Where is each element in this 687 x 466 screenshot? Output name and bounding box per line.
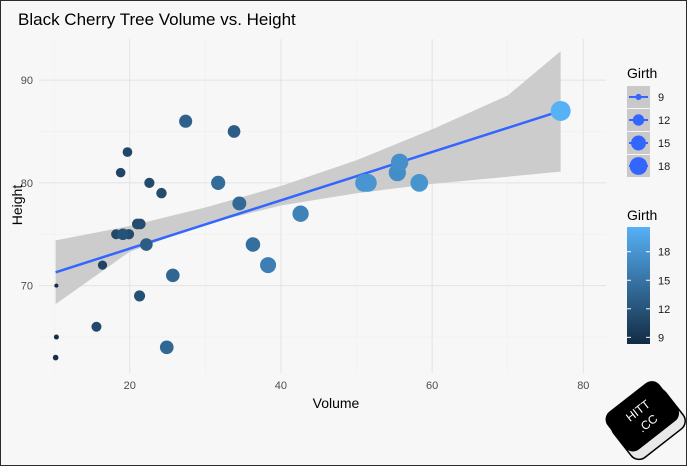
- legend-size-label: 12: [658, 115, 670, 127]
- x-tick-label: 60: [426, 380, 438, 392]
- data-point: [115, 167, 126, 178]
- legend-size-key-dot: [635, 93, 642, 101]
- data-point: [134, 290, 146, 302]
- confidence-band-area: [55, 51, 561, 305]
- trend-line-path: [55, 109, 562, 274]
- legend-color-label: 12: [658, 304, 670, 316]
- data-point: [390, 153, 409, 172]
- legend-size-key-dot: [631, 135, 646, 151]
- data-point: [97, 260, 108, 270]
- hitt-logo: HITT .CC: [605, 381, 686, 461]
- data-point: [179, 114, 193, 128]
- data-point: [156, 187, 167, 199]
- legend-size-label: 9: [658, 92, 664, 104]
- y-tick-label: 90: [21, 75, 33, 87]
- data-point: [211, 175, 226, 190]
- legend-size-label: 15: [658, 138, 670, 150]
- data-point: [140, 238, 153, 251]
- legend-size-title: Girth: [627, 65, 657, 81]
- data-point: [227, 125, 241, 138]
- legend-color-label: 18: [658, 247, 670, 259]
- legend-size-label: 18: [658, 161, 670, 173]
- data-point: [52, 354, 59, 361]
- data-point: [245, 237, 261, 252]
- data-point: [232, 196, 247, 211]
- data-point: [122, 147, 133, 157]
- x-axis-ticks: 20 40 60 80: [124, 380, 590, 392]
- data-point: [53, 334, 59, 340]
- trend-line: [55, 109, 562, 274]
- data-point: [292, 205, 309, 222]
- data-point: [54, 283, 59, 288]
- y-axis-ticks: 70 80 90: [21, 75, 33, 293]
- y-tick-label: 70: [21, 281, 33, 293]
- data-point: [410, 173, 429, 192]
- data-point: [166, 268, 180, 283]
- data-point: [260, 257, 277, 274]
- legend-color-bar: [627, 227, 650, 344]
- legend-size-key-dot: [632, 114, 645, 126]
- legend-size-key-dot: [629, 157, 648, 175]
- data-point: [550, 100, 571, 121]
- data-point: [355, 173, 374, 192]
- x-tick-label: 80: [577, 380, 589, 392]
- legend-size: Girth 9 12 15 18: [627, 65, 670, 177]
- x-axis-title: Volume: [313, 395, 360, 411]
- confidence-band: [55, 51, 561, 305]
- data-point: [117, 228, 129, 240]
- data-point: [159, 340, 174, 355]
- data-point: [91, 321, 102, 332]
- legend-color-label: 15: [658, 275, 670, 287]
- y-tick-label: 80: [21, 178, 33, 190]
- x-tick-label: 20: [124, 380, 136, 392]
- legend-color: Girth 9 12 15 18: [627, 207, 670, 344]
- data-point: [144, 177, 155, 188]
- x-tick-label: 40: [275, 380, 287, 392]
- legend-color-label: 9: [658, 332, 664, 344]
- legend-color-title: Girth: [627, 207, 657, 223]
- y-axis-title: Height: [9, 185, 25, 226]
- chart-title: Black Cherry Tree Volume vs. Height: [18, 10, 296, 29]
- data-point: [134, 218, 146, 230]
- data-points: [52, 100, 571, 361]
